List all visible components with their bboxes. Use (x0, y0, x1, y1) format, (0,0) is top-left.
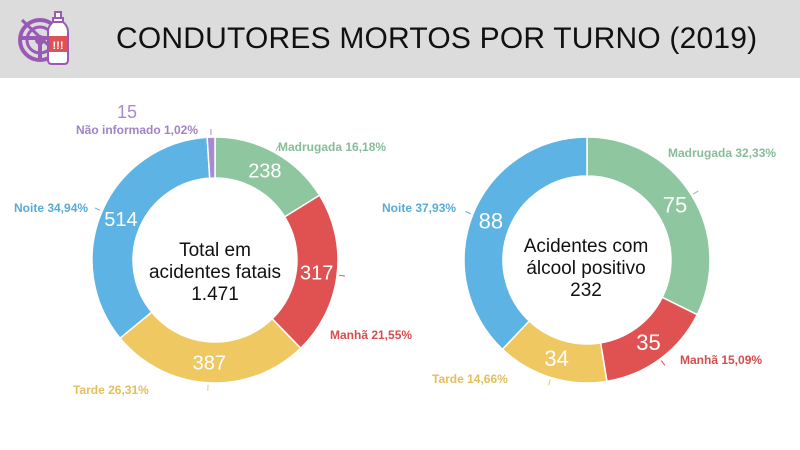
chart-1-value-label-3: 387 (193, 352, 226, 374)
chart-2-center-label: Acidentes com álcool positivo 232 (523, 236, 649, 301)
chart-1-leader-2 (338, 274, 346, 277)
chart-2-category-label-3: Tarde 14,66% (432, 372, 508, 386)
chart-2-slice-1 (586, 136, 711, 316)
chart-1-value-label-1: 238 (248, 160, 281, 182)
chart-2-leader-2 (660, 360, 666, 366)
chart-1-category-label-4: Noite 34,94% (14, 201, 88, 215)
chart-1-value-label-4: 514 (104, 209, 137, 231)
chart-2-leader-1 (692, 190, 699, 195)
chart-1-category-label-2: Manhã 21,55% (330, 328, 412, 342)
chart-1-leader-1 (275, 145, 280, 152)
chart-1-value-label-2: 317 (300, 263, 333, 285)
chart-2-value-label-1: 75 (663, 192, 687, 217)
chart-2-value-label-2: 35 (636, 330, 660, 355)
chart-1-category-label-3: Tarde 26,31% (73, 383, 149, 397)
chart-2-slice-4 (463, 136, 588, 351)
chart-2-value-label-3: 34 (544, 346, 568, 371)
chart-1-slice-5 (206, 136, 216, 179)
chart-1-category-label-1: Madrugada 16,18% (278, 140, 386, 154)
chart-2-category-label-2: Manhã 15,09% (680, 353, 762, 367)
steering-wheel-bottle-icon: !!! (18, 11, 69, 65)
chart-2-category-label-4: Noite 37,93% (382, 201, 456, 215)
chart-2-value-label-4: 88 (479, 209, 503, 234)
chart-1-center-label: Total em acidentes fatais 1.471 (148, 240, 282, 305)
chart-1-category-label-5: Não informado 1,02% (76, 123, 198, 137)
chart-2-leader-3 (548, 379, 551, 386)
chart-2-leader-4 (465, 211, 472, 215)
page-title: CONDUTORES MORTOS POR TURNO (2019) (116, 22, 758, 55)
chart-1-slice-4 (91, 136, 211, 340)
chart-1-leader-4 (94, 207, 101, 211)
svg-text:!!!: !!! (53, 40, 64, 52)
header-bar: !!! CONDUTORES MORTOS POR TURNO (2019) (0, 0, 800, 78)
chart-2-category-label-1: Madrugada 32,33% (668, 146, 776, 160)
chart-1-value-label-5: 15 (117, 102, 137, 122)
